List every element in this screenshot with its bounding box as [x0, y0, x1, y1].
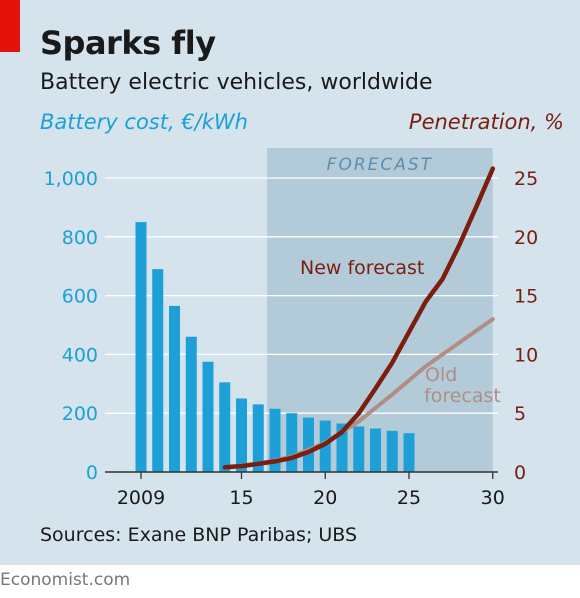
bar-2022 — [353, 426, 365, 472]
bar-2009 — [135, 222, 147, 472]
left-y-tick-label: 400 — [62, 344, 98, 366]
bar-2011 — [169, 305, 180, 472]
x-tick-label: 15 — [229, 487, 253, 509]
brand-red-tag — [0, 0, 20, 52]
bar-2016 — [252, 404, 264, 472]
bar-2024 — [386, 430, 398, 472]
bar-2019 — [303, 417, 314, 472]
forecast-shade — [267, 148, 493, 472]
bar-2023 — [370, 428, 381, 472]
bar-2012 — [185, 336, 197, 472]
right-y-tick-label: 20 — [514, 227, 538, 249]
bar-2010 — [152, 269, 164, 472]
left-y-tick-label: 200 — [62, 403, 98, 425]
bar-2025 — [403, 433, 415, 472]
old-forecast-label-line1: Old — [425, 364, 457, 386]
right-y-tick-label: 15 — [514, 286, 538, 308]
x-tick-label: 2009 — [117, 487, 165, 509]
x-tick-label: 20 — [313, 487, 337, 509]
new-forecast-line — [222, 166, 496, 470]
new-forecast-label: New forecast — [300, 257, 424, 279]
x-tick-label: 25 — [397, 487, 421, 509]
forecast-label: FORECAST — [327, 155, 433, 175]
chart-subtitle: Battery electric vehicles, worldwide — [40, 70, 433, 95]
left-y-tick-label: 1,000 — [44, 168, 98, 190]
right-y-tick-label: 25 — [514, 168, 538, 190]
footer-brand: Economist.com — [0, 570, 131, 590]
source-note: Sources: Exane BNP Paribas; UBS — [40, 524, 358, 546]
bar-2014 — [219, 382, 231, 472]
bar-2015 — [236, 398, 247, 472]
right-y-tick-label: 0 — [514, 462, 526, 484]
left-y-tick-label: 600 — [62, 286, 98, 308]
left-y-tick-label: 0 — [86, 462, 98, 484]
bar-2021 — [336, 423, 348, 472]
chart-title: Sparks fly — [40, 24, 216, 62]
bar-2013 — [202, 361, 214, 472]
left-y-tick-label: 800 — [62, 227, 98, 249]
old-forecast-label-line2: forecast — [424, 385, 501, 407]
chart-canvas: FORECAST 2009 15 20 25 30 0 200 400 600 800 1,000 0 5… — [44, 148, 538, 509]
bar-2018 — [286, 413, 298, 472]
x-tick-label: 30 — [481, 487, 505, 509]
right-y-tick-label: 5 — [514, 403, 526, 425]
right-y-tick-label: 10 — [514, 344, 538, 366]
left-axis-title: Battery cost, €/kWh — [40, 110, 248, 134]
bar-2017 — [269, 408, 281, 472]
right-axis-title: Penetration, % — [408, 110, 564, 134]
